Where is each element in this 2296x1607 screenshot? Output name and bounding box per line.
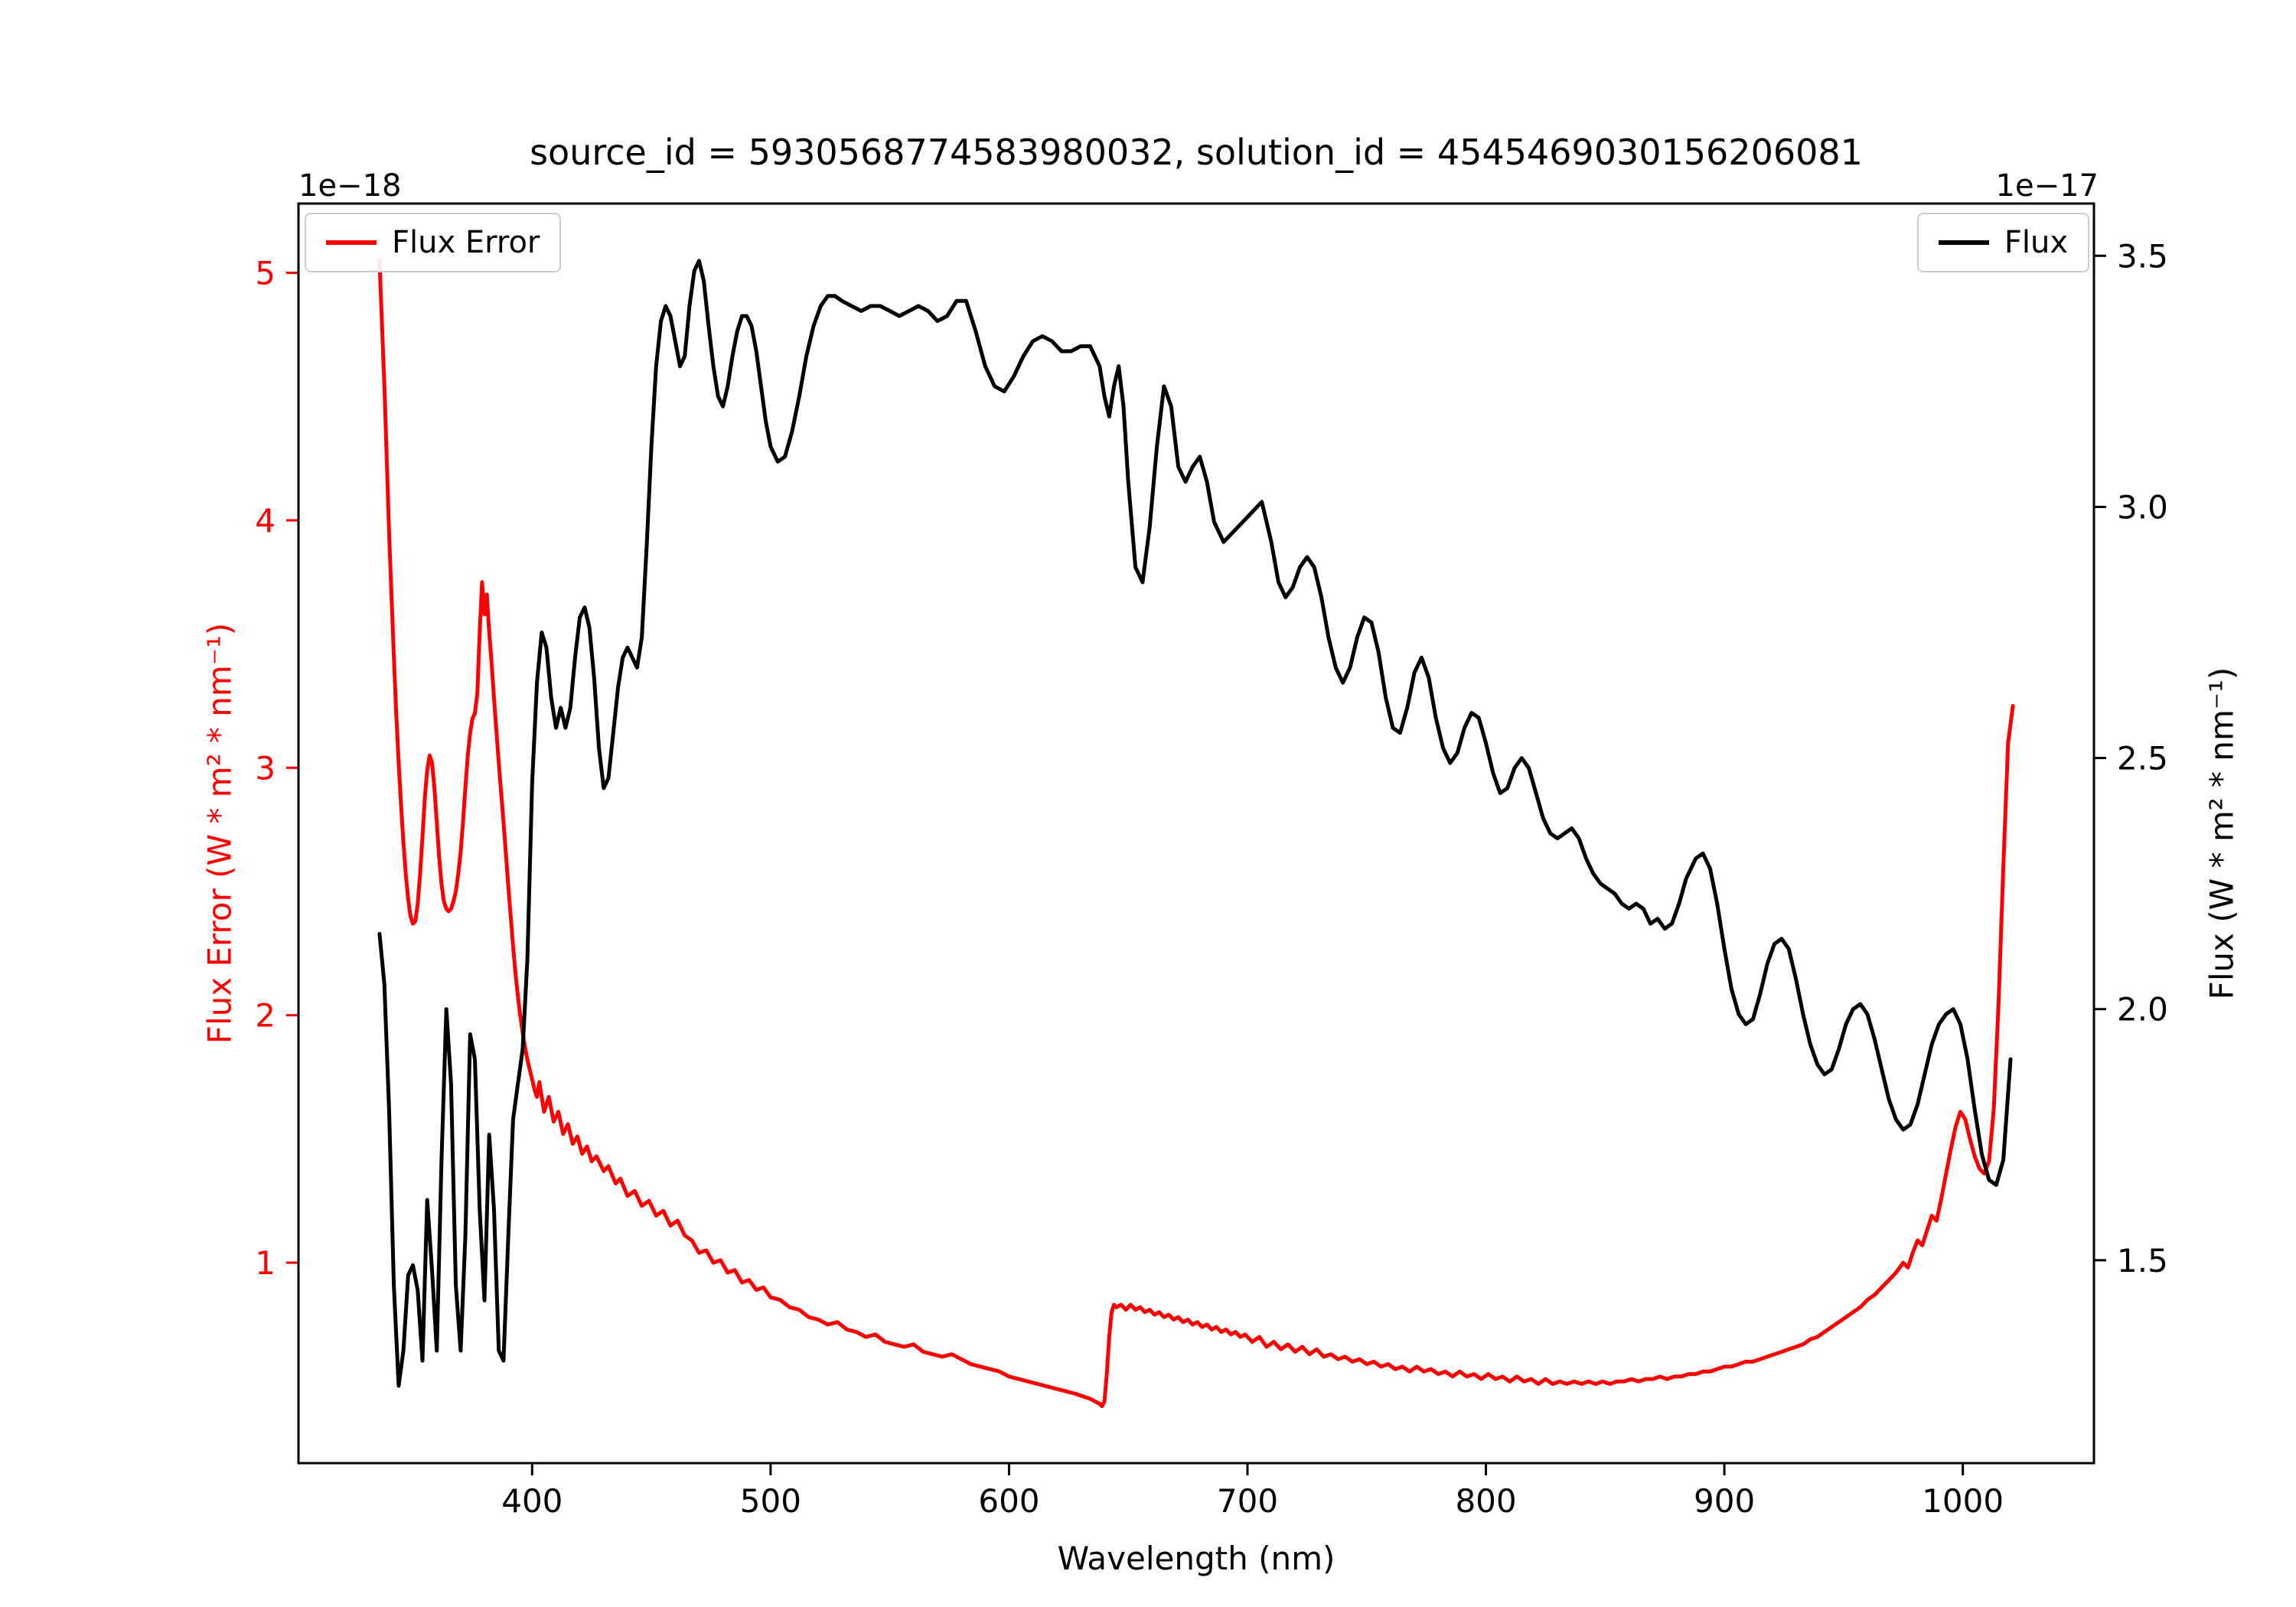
svg-text:400: 400	[501, 1482, 563, 1520]
flux-error-legend-label: Flux Error	[392, 225, 540, 260]
svg-text:5: 5	[255, 255, 276, 292]
x-axis-label: Wavelength (nm)	[1057, 1540, 1336, 1577]
svg-text:800: 800	[1455, 1482, 1516, 1520]
svg-text:4: 4	[255, 502, 276, 539]
left-axis-offset-text: 1e−18	[298, 168, 402, 204]
legend-flux-error: Flux Error	[305, 213, 562, 272]
legend-flux: Flux	[1916, 213, 2089, 272]
svg-text:900: 900	[1694, 1482, 1755, 1520]
svg-text:1000: 1000	[1922, 1482, 2004, 1520]
svg-text:3.0: 3.0	[2117, 488, 2168, 526]
svg-text:1.5: 1.5	[2117, 1242, 2168, 1279]
svg-text:1: 1	[255, 1244, 276, 1282]
svg-text:600: 600	[978, 1482, 1039, 1520]
svg-text:2.0: 2.0	[2117, 991, 2168, 1028]
svg-text:3: 3	[255, 749, 276, 787]
svg-text:700: 700	[1217, 1482, 1278, 1520]
svg-text:3.5: 3.5	[2117, 237, 2168, 275]
right-axis-offset-text: 1e−17	[1995, 168, 2099, 204]
right-y-axis-label: Flux (W * m² * nm⁻¹)	[2203, 667, 2241, 1000]
svg-text:500: 500	[740, 1482, 801, 1520]
flux-legend-label: Flux	[2004, 225, 2068, 260]
chart-title: source_id = 5930568774583980032, solutio…	[530, 132, 1863, 173]
flux-error-legend-line-icon	[326, 240, 377, 245]
svg-text:2.5: 2.5	[2117, 740, 2168, 777]
left-y-axis-label: Flux Error (W * m² * nm⁻¹)	[201, 622, 239, 1045]
flux-legend-line-icon	[1938, 240, 1989, 245]
svg-text:2: 2	[255, 997, 276, 1035]
